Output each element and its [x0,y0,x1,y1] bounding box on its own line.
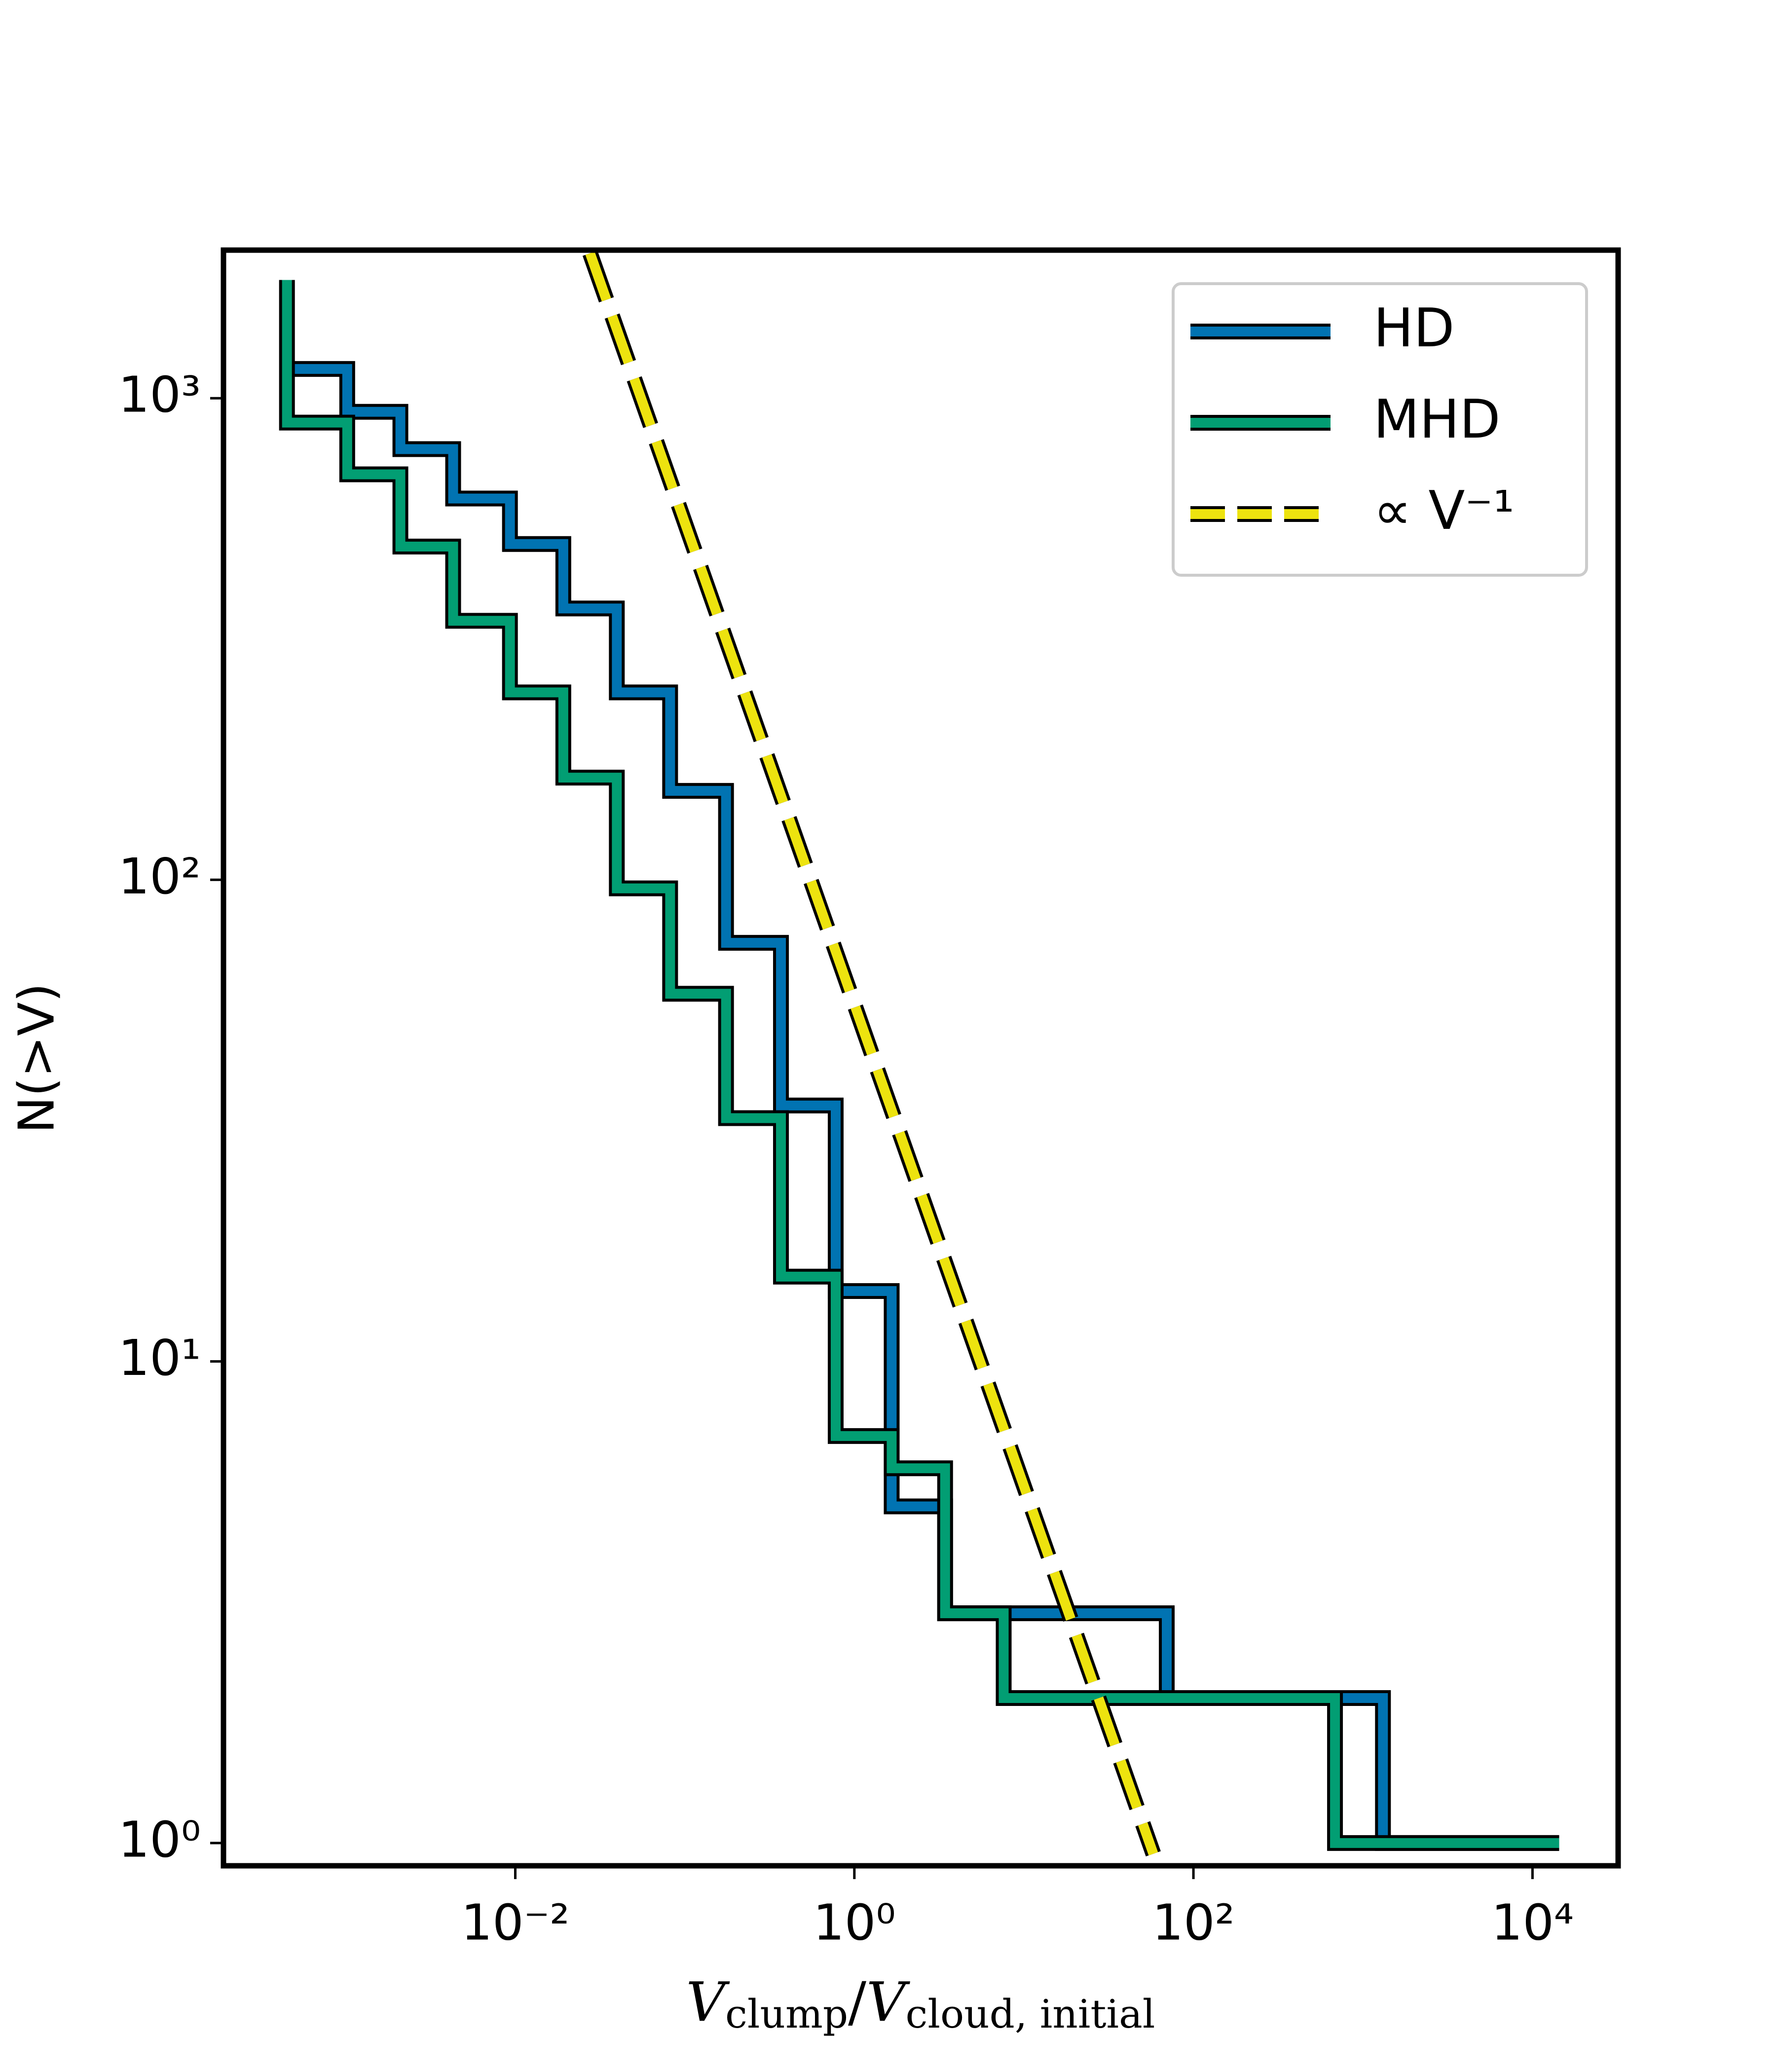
legend-label: ∝ V⁻¹ [1373,480,1515,542]
y-tick-label: 10² [118,848,201,905]
y-tick-label: 10⁰ [118,1811,201,1868]
x-label-part: cloud, initial [906,1991,1155,2037]
x-label-part: clump [725,1991,848,2037]
legend: HD MHD ∝ V⁻¹ [1172,282,1588,577]
axes-frame [221,247,1621,1869]
legend-box [1172,282,1588,577]
x-tick-label: 10⁻² [461,1893,569,1951]
x-axis-label: Vclump/Vcloud, initial [686,1970,1155,2037]
x-tick-label: 10⁴ [1491,1893,1574,1951]
series-line [585,251,1158,1855]
y-tick-label: 10³ [118,366,201,424]
legend-label: HD [1373,297,1454,359]
x-label-part: / [848,1970,867,2034]
plot-area [279,251,1559,1856]
legend-label: MHD [1373,389,1501,450]
y-tick-label: 10¹ [118,1329,201,1387]
y-axis-label: N(>V) [7,983,65,1133]
x-label-part: V [686,1970,730,2034]
x-tick-label: 10⁰ [813,1893,895,1951]
series-line [282,280,1559,1848]
x-label-part: V [866,1970,910,2034]
x-tick-label: 10² [1152,1893,1234,1951]
